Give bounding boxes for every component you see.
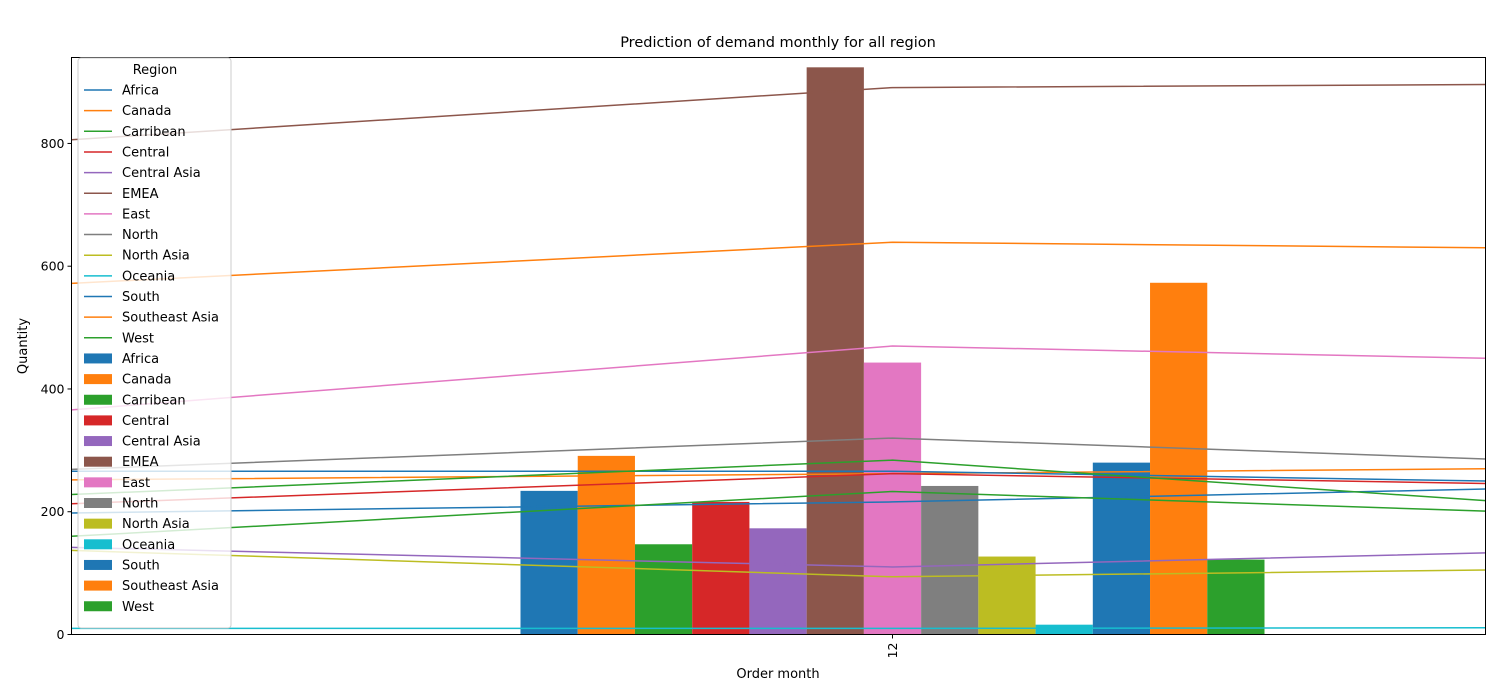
legend-line-label: Central Asia [122, 166, 201, 181]
bar-central [692, 501, 750, 635]
chart-title: Prediction of demand monthly for all reg… [620, 35, 936, 51]
legend-bar-swatch [84, 601, 112, 612]
line-emea [71, 83, 1486, 141]
legend-bar-label: Southeast Asia [122, 579, 219, 594]
legend-line-label: West [122, 331, 154, 346]
x-tick-label: 12 [885, 643, 900, 659]
x-axis: 12 [885, 634, 900, 659]
legend-bar-label: South [122, 558, 160, 573]
line-central-asia [71, 546, 1486, 568]
line-north [71, 437, 1486, 471]
legend-bar-label: Africa [122, 352, 159, 367]
bar-oceania [1035, 624, 1093, 635]
legend-line-label: EMEA [122, 187, 159, 202]
y-tick-label: 800 [41, 136, 65, 151]
legend-bar-swatch [84, 580, 112, 591]
line-north-asia [71, 549, 1486, 578]
legend-line-label: East [122, 207, 150, 222]
line-africa [71, 488, 1486, 514]
legend-line-label: Oceania [122, 269, 175, 284]
legend-bar-label: North [122, 497, 158, 512]
legend-bar-swatch [84, 518, 112, 529]
line-west [71, 459, 1486, 502]
legend-title: Region [133, 63, 178, 78]
bar-north [921, 485, 979, 635]
y-tick-label: 600 [41, 259, 65, 274]
legend-line-label: Canada [122, 104, 171, 119]
plot-area [71, 57, 1486, 635]
legend-bar-label: North Asia [122, 517, 190, 532]
lines-layer [71, 83, 1486, 630]
plot-frame [71, 57, 1486, 635]
legend-bar-swatch [84, 477, 112, 488]
line-southeast-asia [71, 241, 1486, 285]
legend-bar-swatch [84, 374, 112, 385]
legend-bar-swatch [84, 436, 112, 447]
legend-bar-label: Carribean [122, 393, 186, 408]
legend-bar-swatch [84, 353, 112, 364]
legend-bar-label: Oceania [122, 538, 175, 553]
y-tick-label: 200 [41, 504, 65, 519]
line-carribean [71, 490, 1486, 538]
legend-bar-label: EMEA [122, 455, 159, 470]
bar-africa [520, 490, 578, 635]
legend-line-label: Africa [122, 84, 159, 99]
bar-north-asia [978, 556, 1036, 635]
line-south [71, 470, 1486, 482]
legend-bar-swatch [84, 539, 112, 550]
bar-west [1207, 559, 1265, 635]
legend-bar-swatch [84, 559, 112, 570]
legend-line-label: North [122, 228, 158, 243]
line-central [71, 472, 1486, 505]
legend-line-label: South [122, 290, 160, 305]
legend-bar-swatch [84, 498, 112, 508]
y-tick-label: 400 [41, 381, 65, 396]
legend-frame [77, 57, 232, 629]
bar-canada [577, 455, 635, 635]
legend-line-label: Central [122, 145, 169, 160]
legend-bar-label: East [122, 476, 150, 491]
legend-bar-label: Canada [122, 373, 171, 388]
bar-central-asia [749, 528, 807, 635]
line-east [71, 345, 1486, 411]
legend-bar-label: Central [122, 414, 169, 429]
legend-line-label: Carribean [122, 125, 186, 140]
x-axis-label: Order month [736, 667, 819, 682]
y-axis: 0 200 400 600 800 [41, 136, 72, 642]
legend-bar-swatch [84, 394, 112, 405]
bar-east [863, 362, 922, 635]
legend-line-label: North Asia [122, 249, 190, 264]
bar-carribean [634, 544, 693, 635]
legend-bar-label: West [122, 600, 154, 615]
line-oceania [71, 626, 1486, 630]
bar-south [1092, 462, 1151, 635]
legend-bar-label: Central Asia [122, 435, 201, 450]
legend-line-label: Southeast Asia [122, 311, 219, 326]
legend: Region Africa Canada Carribean Central Centr… [77, 57, 232, 629]
legend-bar-swatch [84, 415, 112, 426]
bar-southeast-asia [1150, 282, 1208, 635]
y-axis-label: Quantity [16, 318, 31, 374]
y-tick-label: 0 [57, 627, 65, 642]
legend-bar-swatch [84, 456, 112, 467]
